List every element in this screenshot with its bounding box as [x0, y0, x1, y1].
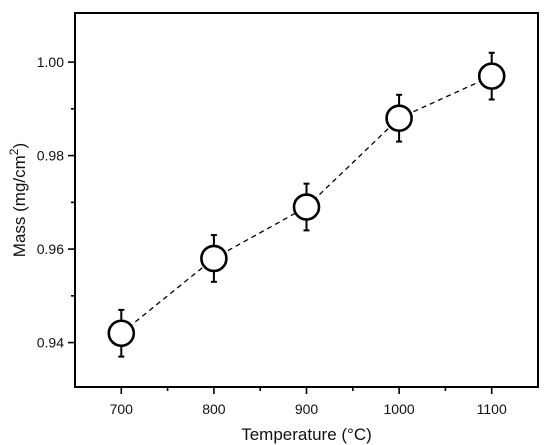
y-tick-label: 0.94	[37, 335, 64, 351]
x-tick-label: 800	[202, 401, 226, 417]
x-tick-label: 1000	[384, 401, 415, 417]
data-point	[107, 319, 136, 348]
data-point	[292, 193, 321, 221]
data-point	[200, 244, 228, 273]
x-tick-label: 900	[295, 401, 319, 417]
plot-frame	[74, 12, 539, 388]
x-tick-label: 1100	[477, 401, 507, 417]
data-point	[385, 104, 413, 132]
tick-labels-group: 700 800 900 1000 1100 0.94 0.96 0.98 1.00	[37, 54, 507, 417]
data-point	[477, 62, 506, 90]
ticks-group	[68, 61, 493, 394]
x-tick-label: 700	[110, 401, 134, 417]
y-axis-title-end: )	[10, 143, 29, 149]
y-axis-title-superscript: 2	[7, 148, 21, 155]
points-group	[107, 62, 506, 348]
y-axis-title: Mass (mg/cm2)	[7, 143, 29, 257]
series-line	[120, 75, 492, 334]
y-tick-label: 1.00	[37, 54, 64, 70]
x-axis-title: Temperature (°C)	[241, 425, 372, 444]
y-tick-label: 0.96	[37, 241, 64, 257]
y-tick-label: 0.98	[37, 148, 64, 164]
y-axis-title-main: Mass (mg/cm	[10, 155, 29, 257]
